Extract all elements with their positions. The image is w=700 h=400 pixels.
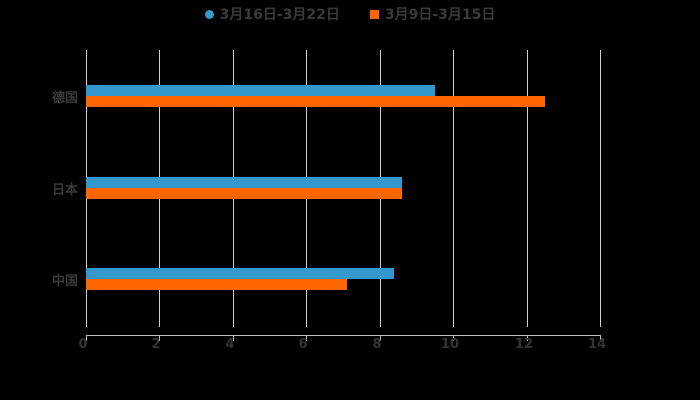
y-category-label: 德国: [51, 91, 78, 106]
bar-week-2[interactable]: [86, 177, 402, 188]
x-tick: [159, 335, 160, 341]
x-tick-label: 2: [151, 337, 161, 352]
x-tick: [380, 335, 381, 341]
gridline: [453, 50, 454, 327]
x-tick-label: 4: [225, 337, 235, 352]
x-tick-label: 6: [298, 337, 308, 352]
y-category-label: 日本: [51, 183, 78, 198]
bar-week-1[interactable]: [86, 188, 402, 199]
chart-legend: 3月16日-3月22日 3月9日-3月15日: [0, 4, 700, 24]
legend-item-week-2[interactable]: 3月16日-3月22日: [204, 4, 340, 24]
bar-week-1[interactable]: [86, 279, 347, 290]
bar-week-2[interactable]: [86, 85, 435, 96]
x-tick: [527, 335, 528, 341]
legend-circle-icon: [204, 9, 214, 19]
x-tick: [86, 335, 87, 341]
gridline: [527, 50, 528, 327]
x-tick-label: 8: [372, 337, 382, 352]
x-tick: [233, 335, 234, 341]
x-tick: [306, 335, 307, 341]
x-tick: [600, 335, 601, 341]
y-category-label: 中国: [51, 274, 78, 289]
x-axis-line: [86, 335, 601, 336]
x-tick-label: 0: [78, 337, 88, 352]
legend-label: 3月16日-3月22日: [219, 7, 340, 23]
legend-square-icon: [369, 9, 379, 19]
x-tick-label: 12: [514, 337, 534, 352]
bar-week-1[interactable]: [86, 96, 545, 107]
bar-week-2[interactable]: [86, 268, 395, 279]
x-tick: [453, 335, 454, 341]
legend-item-week-1[interactable]: 3月9日-3月15日: [369, 4, 496, 24]
legend-label: 3月9日-3月15日: [384, 7, 496, 23]
gridline: [600, 50, 601, 327]
x-tick-label: 10: [440, 337, 460, 352]
x-tick-label: 14: [587, 337, 607, 352]
